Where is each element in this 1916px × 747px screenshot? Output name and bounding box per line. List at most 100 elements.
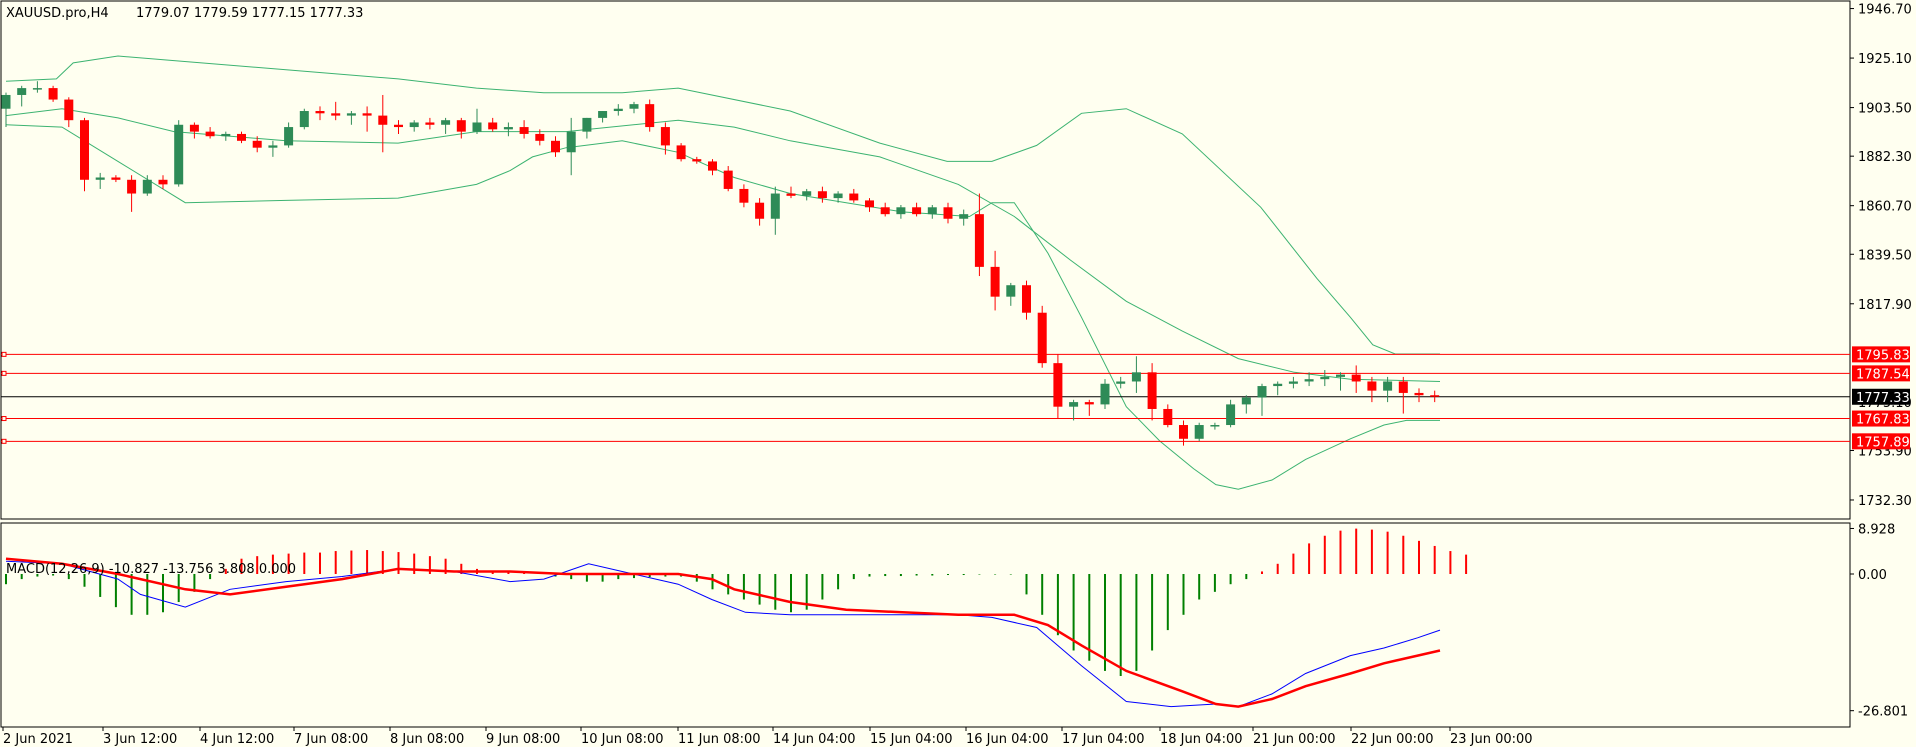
candle-body[interactable]	[1084, 402, 1094, 405]
candle-body[interactable]	[582, 117, 592, 132]
candle-body[interactable]	[32, 88, 42, 90]
candle-body[interactable]	[739, 188, 749, 203]
candle-body[interactable]	[456, 120, 466, 132]
candle-body[interactable]	[1210, 425, 1220, 427]
candle-body[interactable]	[1383, 381, 1393, 391]
price-level-tag[interactable]	[1852, 433, 1910, 450]
candle-body[interactable]	[1257, 386, 1267, 398]
candle-body[interactable]	[1163, 408, 1173, 426]
candle-body[interactable]	[708, 161, 717, 171]
candle-body[interactable]	[409, 122, 419, 128]
candle-body[interactable]	[299, 111, 309, 128]
candle-body[interactable]	[535, 133, 545, 141]
candle-body[interactable]	[692, 159, 702, 162]
candle-body[interactable]	[1006, 285, 1016, 297]
candle-body[interactable]	[1131, 372, 1141, 382]
candle-body[interactable]	[959, 214, 969, 219]
candle-body[interactable]	[142, 179, 152, 194]
candle-body[interactable]	[613, 108, 623, 112]
candle-body[interactable]	[990, 266, 1000, 297]
candle-body[interactable]	[252, 140, 262, 148]
candle-body[interactable]	[17, 88, 27, 95]
candle-body[interactable]	[1069, 402, 1079, 407]
candle-body[interactable]	[1430, 395, 1440, 397]
candle-body[interactable]	[284, 127, 294, 146]
candle-body[interactable]	[346, 113, 356, 116]
candle-body[interactable]	[1414, 392, 1424, 396]
candle-body[interactable]	[645, 104, 655, 128]
candle-body[interactable]	[1100, 383, 1110, 405]
candle-body[interactable]	[1273, 383, 1283, 387]
macd-panel-frame[interactable]	[0, 522, 1851, 728]
candle-body[interactable]	[315, 111, 325, 114]
candle-body[interactable]	[441, 120, 451, 125]
candle-body[interactable]	[660, 127, 670, 146]
candle-body[interactable]	[1116, 381, 1126, 384]
candle-body[interactable]	[519, 127, 529, 134]
candle-body[interactable]	[598, 111, 608, 118]
candle-body[interactable]	[503, 127, 513, 130]
candle-body[interactable]	[268, 145, 278, 148]
candle-body[interactable]	[880, 207, 890, 215]
candle-body[interactable]	[676, 145, 686, 160]
candle-body[interactable]	[817, 191, 827, 199]
candle-body[interactable]	[111, 177, 121, 180]
candle-body[interactable]	[896, 207, 906, 215]
candle-body[interactable]	[1037, 312, 1047, 364]
candle-body[interactable]	[1367, 381, 1377, 391]
candle-body[interactable]	[629, 104, 639, 109]
price-level-tag[interactable]	[1852, 346, 1910, 363]
candle-body[interactable]	[551, 140, 560, 153]
candle-body[interactable]	[221, 133, 231, 137]
candle-body[interactable]	[1398, 381, 1408, 393]
candle-body[interactable]	[927, 207, 937, 215]
price-level-handle[interactable]	[1, 416, 7, 422]
candle-body[interactable]	[127, 179, 137, 194]
candle-body[interactable]	[833, 193, 843, 199]
candle-body[interactable]	[1, 94, 11, 109]
candle-body[interactable]	[488, 122, 498, 130]
candle-body[interactable]	[1053, 363, 1063, 407]
candle-body[interactable]	[1194, 425, 1204, 439]
candle-body[interactable]	[943, 207, 953, 219]
candle-body[interactable]	[362, 113, 372, 116]
candle-body[interactable]	[174, 124, 184, 185]
candle-body[interactable]	[48, 88, 58, 100]
price-level-handle[interactable]	[1, 438, 7, 444]
candle-body[interactable]	[1320, 376, 1330, 380]
candle-body[interactable]	[1241, 397, 1251, 405]
candle-body[interactable]	[189, 124, 199, 132]
candle-body[interactable]	[849, 193, 859, 201]
candle-body[interactable]	[425, 122, 435, 125]
candle-body[interactable]	[755, 202, 765, 219]
candle-body[interactable]	[1179, 425, 1188, 439]
price-level-tag[interactable]	[1852, 388, 1910, 405]
candle-body[interactable]	[865, 200, 874, 208]
candle-body[interactable]	[64, 99, 74, 121]
candle-body[interactable]	[394, 124, 403, 128]
candle-body[interactable]	[723, 170, 733, 189]
price-level-tag[interactable]	[1852, 410, 1910, 427]
candle-body[interactable]	[1226, 404, 1236, 426]
candle-body[interactable]	[974, 214, 984, 267]
candle-body[interactable]	[331, 113, 341, 116]
candle-body[interactable]	[786, 193, 796, 196]
candle-body[interactable]	[80, 120, 89, 180]
candle-body[interactable]	[378, 115, 388, 125]
candle-body[interactable]	[95, 177, 105, 180]
main-panel-frame[interactable]	[0, 0, 1851, 520]
candle-body[interactable]	[158, 179, 168, 185]
candle-body[interactable]	[1336, 374, 1345, 377]
price-level-handle[interactable]	[1, 370, 7, 376]
candle-body[interactable]	[1304, 379, 1314, 382]
candle-body[interactable]	[237, 133, 246, 141]
candle-body[interactable]	[770, 193, 780, 219]
price-level-handle[interactable]	[1, 351, 7, 357]
candle-body[interactable]	[1288, 381, 1298, 384]
candle-body[interactable]	[566, 131, 576, 153]
candle-body[interactable]	[912, 207, 922, 215]
candle-body[interactable]	[802, 191, 812, 196]
candle-body[interactable]	[472, 122, 482, 132]
price-level-tag[interactable]	[1852, 365, 1910, 382]
candle-body[interactable]	[1351, 374, 1361, 382]
